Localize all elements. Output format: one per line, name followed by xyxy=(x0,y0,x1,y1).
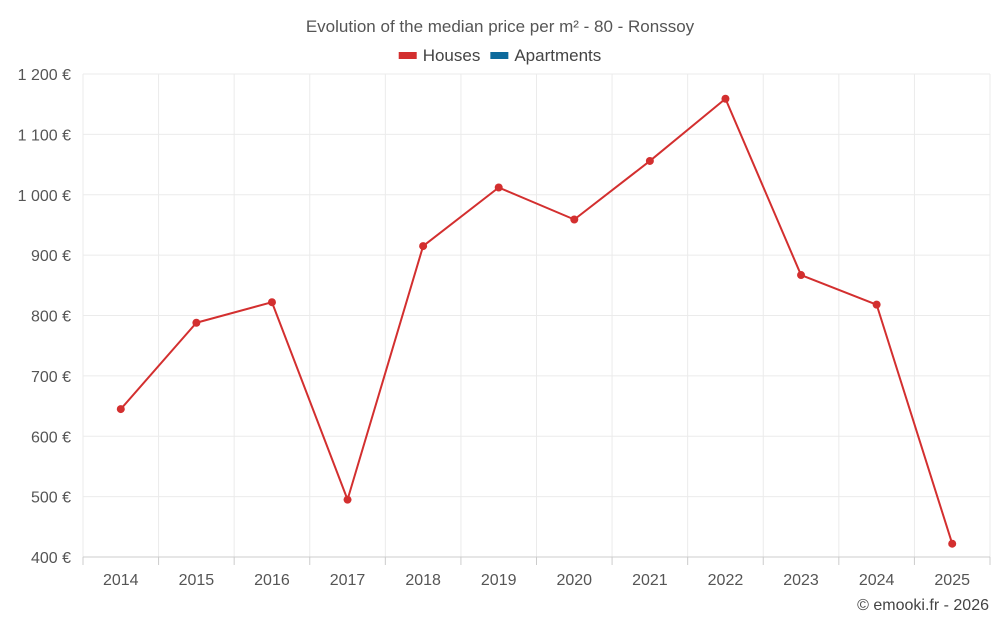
credit-text: © emooki.fr - 2026 xyxy=(857,597,989,614)
data-point xyxy=(267,298,276,307)
x-tick-label: 2024 xyxy=(859,572,895,589)
data-point xyxy=(419,242,428,251)
data-point xyxy=(116,405,125,414)
data-point xyxy=(494,183,503,192)
x-tick-label: 2023 xyxy=(783,572,819,589)
series xyxy=(116,94,957,548)
y-tick-label: 400 € xyxy=(31,550,71,567)
legend-swatch xyxy=(490,52,509,59)
legend-label: Apartments xyxy=(514,46,601,65)
data-point xyxy=(570,215,579,224)
y-tick-label: 600 € xyxy=(31,429,71,446)
legend-item-apartments: Apartments xyxy=(490,46,601,65)
y-tick-label: 1 000 € xyxy=(18,188,71,205)
grid xyxy=(82,73,991,557)
data-point xyxy=(343,495,352,504)
x-tick-label: 2014 xyxy=(103,572,139,589)
legend-item-houses: Houses xyxy=(398,46,481,65)
x-tick-label: 2016 xyxy=(254,572,290,589)
y-tick-label: 500 € xyxy=(31,490,71,507)
y-tick-label: 700 € xyxy=(31,369,71,386)
legend-label: Houses xyxy=(423,46,481,65)
x-tick-label: 2015 xyxy=(179,572,215,589)
data-point xyxy=(645,156,654,165)
y-tick-label: 800 € xyxy=(31,309,71,326)
data-point xyxy=(948,539,957,548)
data-point xyxy=(721,94,730,103)
data-point xyxy=(192,318,201,327)
data-point xyxy=(797,271,806,280)
data-point xyxy=(872,300,881,309)
legend-swatch xyxy=(398,52,417,59)
x-tick-label: 2018 xyxy=(405,572,441,589)
chart-title: Evolution of the median price per m² - 8… xyxy=(306,17,695,36)
legend: Houses Apartments xyxy=(398,46,601,65)
y-tick-label: 1 100 € xyxy=(18,127,71,144)
y-tick-label: 900 € xyxy=(31,248,71,265)
x-tick-label: 2020 xyxy=(556,572,592,589)
x-tick-label: 2021 xyxy=(632,572,668,589)
y-tick-label: 1 200 € xyxy=(18,67,71,84)
x-tick-label: 2019 xyxy=(481,572,517,589)
axes: 400 € 500 € 600 € 700 € 800 € 900 € 1 000 € 1 1… xyxy=(18,67,991,589)
series-line-houses xyxy=(120,97,954,545)
x-tick-label: 2022 xyxy=(708,572,744,589)
x-tick-label: 2017 xyxy=(330,572,366,589)
x-tick-label: 2025 xyxy=(934,572,970,589)
